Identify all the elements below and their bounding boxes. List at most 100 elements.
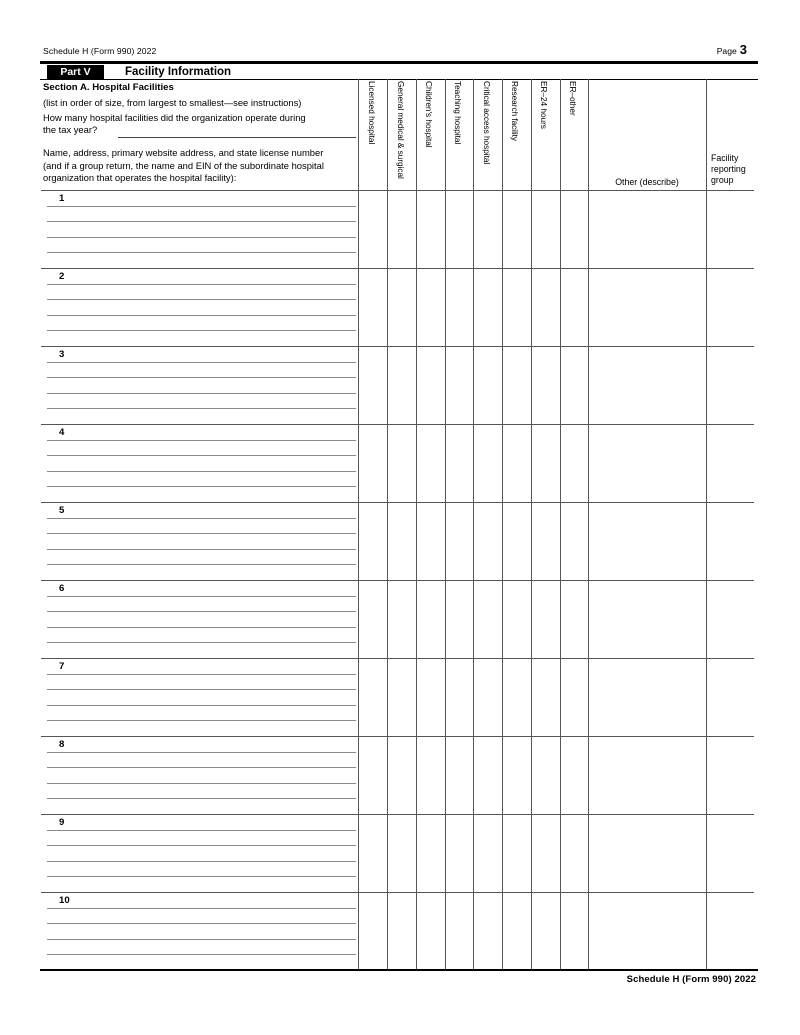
col-header-childrens-hospital: Children's hospital [424,81,434,148]
facility-row: 9 [40,814,758,892]
entry-line [47,486,356,487]
col-header-er-24-hours: ER–24 hours [539,81,549,129]
entry-line [47,439,356,441]
schedule-title: Schedule H (Form 990) 2022 [43,46,157,56]
facility-row: 10 [40,892,758,970]
col-header-critical-access-hospital: Critical access hospital [482,81,492,165]
name-column-instructions-line-1: Name, address, primary website address, … [43,147,324,158]
row-divider [41,424,754,425]
row-divider [41,736,754,737]
entry-line [47,767,356,768]
entry-line [47,642,356,643]
entry-line [47,564,356,565]
facility-row: 7 [40,658,758,736]
row-number: 7 [59,660,65,672]
col-header-licensed-hospital: Licensed hospital [367,81,377,145]
facility-row: 6 [40,580,758,658]
question-line-1: How many hospital facilities did the org… [43,111,306,123]
entry-line [47,938,356,940]
entry-line [47,314,356,316]
entry-line [47,205,356,207]
entry-line [47,611,356,612]
row-number: 8 [59,738,65,750]
entry-line [47,845,356,846]
col-header-er-other: ER–other [568,81,578,116]
page-number: 3 [739,42,747,57]
entry-line [47,299,356,300]
part-v-title: Facility Information [125,65,232,78]
entry-line [47,283,356,285]
entry-line [47,751,356,753]
page-word: Page [716,46,737,56]
facility-row: 8 [40,736,758,814]
column-divider [416,79,417,969]
part-bar-underline [40,78,758,80]
entry-line [47,533,356,534]
entry-line [47,720,356,721]
entry-line [47,252,356,253]
row-number: 10 [59,894,70,906]
top-rule [40,61,758,64]
row-number: 2 [59,270,65,282]
row-divider [41,346,754,347]
facility-row: 1 [40,190,758,268]
entry-line [47,236,356,238]
table-bottom-rule [40,968,758,971]
question-line-2: the tax year? [43,124,98,135]
entry-line [47,954,356,955]
entry-line [47,470,356,472]
entry-line [47,923,356,924]
column-divider [588,79,589,969]
column-divider [560,79,561,969]
row-divider [41,580,754,581]
entry-line [47,689,356,690]
entry-line [47,595,356,597]
entry-line [47,876,356,877]
tax-year-answer-line [118,136,356,138]
col-header-facility-reporting-group: Facility reporting group [711,153,746,185]
column-divider [502,79,503,969]
entry-line [47,455,356,456]
column-divider [706,79,707,969]
entry-line [47,330,356,331]
column-divider [387,79,388,969]
col-header-teaching-hospital: Teaching hospital [453,81,463,145]
section-a-subtitle: (list in order of size, from largest to … [43,97,302,108]
entry-line [47,860,356,862]
facility-row: 5 [40,502,758,580]
col-header-research-facility: Research facility [510,81,520,142]
col-header-general-medical-surgical: General medical & surgical [396,81,406,179]
form-footer: Schedule H (Form 990) 2022 [626,973,756,985]
entry-line [47,517,356,519]
entry-line [47,392,356,394]
entry-line [47,798,356,799]
row-divider [41,892,754,893]
row-divider [41,658,754,659]
name-column-instructions-line-3: organization that operates the hospital … [43,172,237,183]
column-divider [473,79,474,969]
entry-line [47,829,356,831]
entry-line [47,377,356,378]
part-v-badge: Part V [47,64,104,79]
column-divider [358,79,359,969]
entry-line [47,361,356,363]
row-number: 5 [59,504,65,516]
facility-row: 2 [40,268,758,346]
section-a-title: Section A. Hospital Facilities [43,82,174,93]
page-indicator: Page 3 [717,42,747,57]
entry-line [47,704,356,706]
row-number: 4 [59,426,65,438]
row-number: 6 [59,582,65,594]
entry-line [47,673,356,675]
facility-row: 4 [40,424,758,502]
entry-line [47,626,356,628]
entry-line [47,782,356,784]
name-column-instructions-line-2: (and if a group return, the name and EIN… [43,159,324,171]
column-divider [531,79,532,969]
row-divider [41,814,754,815]
row-divider [41,190,754,191]
facility-row: 3 [40,346,758,424]
entry-line [47,548,356,550]
entry-line [47,408,356,409]
